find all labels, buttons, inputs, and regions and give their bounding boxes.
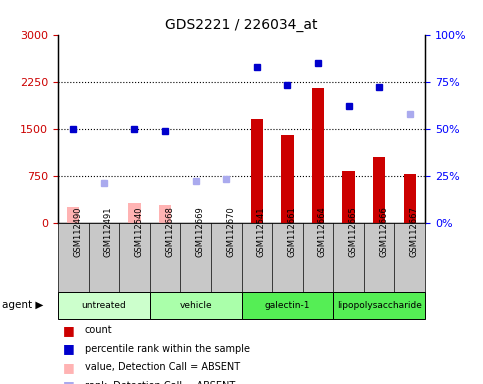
Bar [128, 203, 141, 223]
Text: GSM112490: GSM112490 [73, 207, 82, 257]
Text: GSM112667: GSM112667 [410, 207, 419, 257]
Text: count: count [85, 325, 112, 335]
Text: vehicle: vehicle [179, 301, 212, 310]
Text: GSM112491: GSM112491 [104, 207, 113, 257]
Text: GSM112541: GSM112541 [257, 207, 266, 257]
Bar [312, 88, 324, 223]
Bar [342, 171, 355, 223]
Text: GSM112666: GSM112666 [379, 207, 388, 257]
Text: agent ▶: agent ▶ [2, 300, 44, 310]
Bar [281, 135, 294, 223]
Bar [404, 174, 416, 223]
Text: GSM112665: GSM112665 [349, 207, 357, 257]
Bar [373, 157, 385, 223]
Text: ■: ■ [63, 361, 74, 374]
Text: GSM112661: GSM112661 [287, 207, 297, 257]
Text: GSM112668: GSM112668 [165, 207, 174, 257]
Text: GSM112669: GSM112669 [196, 207, 205, 257]
Text: lipopolysaccharide: lipopolysaccharide [337, 301, 422, 310]
Text: value, Detection Call = ABSENT: value, Detection Call = ABSENT [85, 362, 240, 372]
Text: untreated: untreated [82, 301, 126, 310]
Text: ■: ■ [63, 324, 74, 337]
Text: ■: ■ [63, 379, 74, 384]
Bar [159, 205, 171, 223]
Bar [67, 207, 79, 223]
Text: ■: ■ [63, 342, 74, 355]
Text: galectin-1: galectin-1 [265, 301, 310, 310]
Text: GSM112664: GSM112664 [318, 207, 327, 257]
Text: GSM112670: GSM112670 [226, 207, 235, 257]
Bar [251, 119, 263, 223]
Title: GDS2221 / 226034_at: GDS2221 / 226034_at [165, 18, 318, 32]
Text: rank, Detection Call = ABSENT: rank, Detection Call = ABSENT [85, 381, 235, 384]
Text: GSM112540: GSM112540 [134, 207, 143, 257]
Text: percentile rank within the sample: percentile rank within the sample [85, 344, 250, 354]
